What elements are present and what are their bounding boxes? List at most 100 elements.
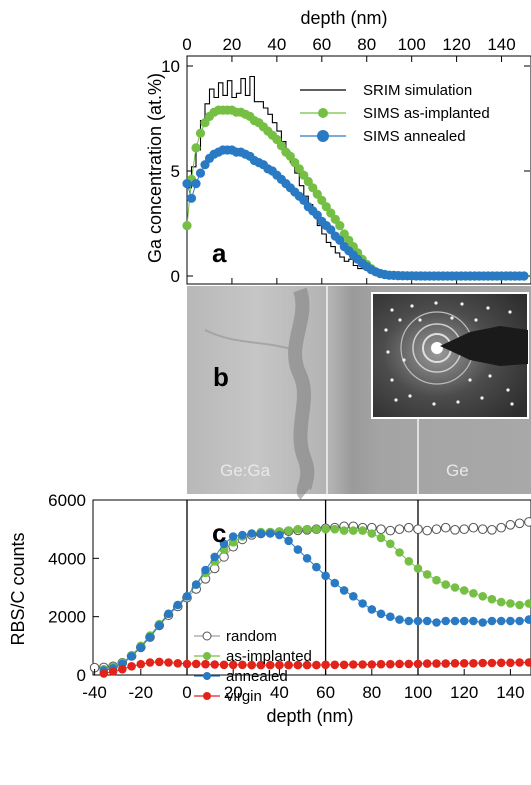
random-point [459,524,470,535]
annealed-point [432,618,441,627]
panel-c-x-tick: 100 [404,683,432,702]
panel-a-y-tick: 10 [161,57,180,76]
annealed-point [127,652,136,661]
virgin-point [256,660,266,670]
as-implanted-point [339,526,349,535]
random-point [505,520,516,530]
panel-a-x-tick: 20 [222,35,241,54]
as-implanted-point [422,570,432,579]
legend-random-marker [202,631,212,641]
panel-a-letter: a [212,238,227,268]
annealed-point [386,612,395,621]
legend-asimpl-entry: as-implanted [194,648,312,665]
virgin-point [367,660,377,669]
panel-a-top-xlabel: depth (nm) [300,8,387,28]
legend-srim-entry: SRIM simulation [300,82,472,99]
legend-sims-annealed-marker [317,130,329,142]
random-point [385,525,396,536]
annealed-point [367,605,377,614]
as-implanted-point [312,524,321,534]
legend-virgin-marker [203,692,211,700]
panel-c-y-tick: 0 [77,666,86,685]
as-implanted-point [367,529,377,538]
sad-spot [398,318,402,322]
legend-annealed-entry: annealed [194,668,288,685]
as-implanted-point [496,597,506,607]
panel-c-x-tick: 20 [224,683,243,702]
virgin-point [284,660,293,670]
annealed-point [145,632,155,642]
annealed-point [210,552,219,562]
panel-c-x-tick: -20 [129,683,154,702]
legend-sims-annealed-label: SIMS annealed [363,128,466,145]
random-point [496,522,507,533]
legend-sims-asimpl-label: SIMS as-implanted [363,105,490,122]
sad-spot [508,310,512,314]
panel-c-y-tick-labels: 0 2000 4000 6000 [48,491,99,685]
as-implanted-point [450,583,460,592]
annealed-point [478,618,488,627]
as-implanted-point [469,589,478,598]
virgin-point [386,659,395,669]
virgin-point [228,660,238,670]
annealed-point [524,615,531,624]
virgin-point [293,660,303,670]
random-point [394,524,405,535]
tem-grain-boundary [204,329,296,351]
panel-c-x-tick: 140 [496,683,524,702]
sims-annealed-point [182,179,192,189]
panel-c-y-tick: 4000 [48,549,86,568]
annealed-point [349,592,358,601]
annealed-point [450,616,460,626]
virgin-point [441,659,451,668]
sims-annealed-point [191,179,201,189]
annealed-point [155,621,164,630]
annealed-point [293,545,303,554]
virgin-point [506,658,515,668]
panel-a-frame [186,55,531,285]
annealed-point [265,529,275,538]
random-line [94,521,529,669]
sims-as-implanted-point [195,128,206,138]
random-point [431,524,442,535]
sad-spot [394,398,398,402]
annealed-point [275,530,284,540]
as-implanted-point [413,564,423,573]
sims-annealed-point [195,168,206,178]
sad-spot [386,350,390,354]
panel-a-legend: SRIM simulation SIMS as-implanted SIMS a… [300,82,490,145]
sad-spot [506,388,510,392]
random-point [487,525,497,535]
annealed-point [487,616,497,626]
panel-a-y-tick: 5 [171,162,180,181]
panel-c-x-tick: 40 [270,683,289,702]
as-implanted-point [395,548,404,557]
virgin-point [108,667,118,676]
virgin-point [459,659,469,668]
annealed-point [321,571,330,581]
as-implanted-point [515,600,524,610]
virgin-point [182,659,192,669]
as-implanted-point [321,524,330,534]
virgin-point [238,660,247,670]
panel-c-ylabel: RBS/C counts [8,532,28,645]
panel-c-plot-area [89,500,531,678]
sad-spot [432,402,436,406]
legend-random-entry: random [194,628,277,645]
legend-sims-asimpl-entry: SIMS as-implanted [300,105,490,122]
sims-annealed-point [186,193,197,203]
panel-a-x-tick-labels: 0 20 40 60 80 100 120 140 [182,35,516,284]
as-implanted-point [404,557,414,566]
as-implanted-point [432,575,441,585]
sad-spot [434,301,438,305]
annealed-point [376,609,386,619]
virgin-point [395,659,404,669]
virgin-point [413,659,423,669]
annealed-point [413,616,423,626]
virgin-point [201,659,210,669]
legend-asimpl-marker [203,652,211,660]
sad-spot [418,318,422,322]
panel-a-x-tick: 0 [182,35,191,54]
tem-label-gega: Ge:Ga [220,461,271,480]
